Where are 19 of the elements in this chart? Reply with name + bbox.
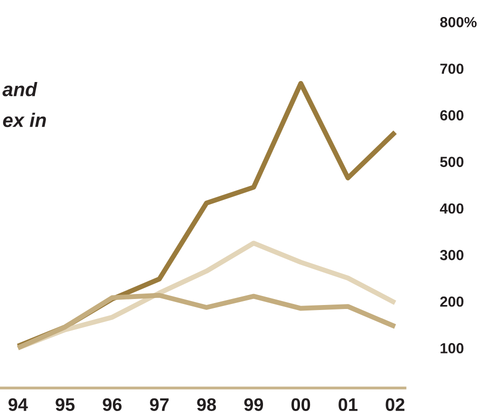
y-tick-label: 700 [440, 64, 464, 74]
y-tick-label: 800% [440, 16, 477, 28]
y-tick-label: 200 [440, 296, 464, 307]
x-tick-label: 98 [197, 398, 216, 412]
x-tick-label: 94 [8, 398, 28, 412]
x-tick-label: 97 [150, 398, 169, 412]
x-tick-label: 96 [102, 398, 122, 412]
y-tick-label: 600 [440, 110, 464, 120]
y-tick-label: 300 [440, 250, 464, 260]
x-tick-label: 02 [386, 398, 404, 412]
x-tick-label: 99 [244, 398, 264, 412]
x-tick-label: 95 [56, 398, 75, 412]
y-tick-label: 400 [440, 203, 464, 214]
x-tick-label: 01 [338, 398, 358, 412]
x-tick-label: 00 [291, 398, 310, 412]
line-series [15, 292, 398, 350]
y-tick-label: 500 [440, 156, 464, 168]
text: and ex in [2, 82, 46, 128]
y-tick-label: 100 [440, 343, 464, 354]
